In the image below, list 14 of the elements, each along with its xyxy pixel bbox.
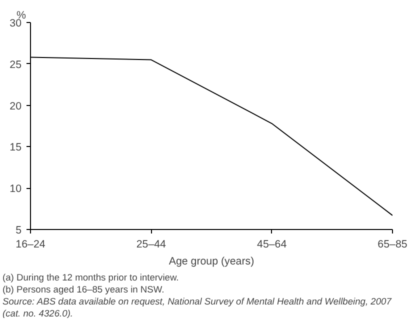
y-tick-label: 30 xyxy=(10,18,22,30)
text: (a) During the 12 months prior to interview. xyxy=(2,272,179,282)
x-tick-label: 25–44 xyxy=(136,238,166,250)
y-tick-label: 5 xyxy=(16,224,22,236)
y-tick-label: 20 xyxy=(10,100,22,112)
y-tick-label: 25 xyxy=(10,58,22,71)
y-tick-label: 15 xyxy=(10,142,22,154)
text: (b) Persons aged 16–85 years in NSW. xyxy=(2,284,164,294)
x-tick-label: 45–64 xyxy=(257,238,287,250)
x-axis-title: Age group (years) xyxy=(168,256,254,268)
x-tick-label: 16–24 xyxy=(16,238,46,250)
x-tick-label: 65–85 xyxy=(378,238,408,250)
y-tick-label: 10 xyxy=(10,183,22,196)
source-note: Source: ABS data available on request, National Survey of Mental Health and Wellbeing, 2007 xyxy=(2,296,392,306)
